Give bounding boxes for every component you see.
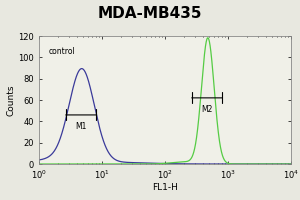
Text: M1: M1	[75, 122, 87, 131]
Text: control: control	[49, 47, 75, 56]
Y-axis label: Counts: Counts	[7, 84, 16, 116]
Text: MDA-MB435: MDA-MB435	[98, 6, 202, 21]
X-axis label: FL1-H: FL1-H	[152, 183, 178, 192]
Text: M2: M2	[201, 105, 213, 114]
